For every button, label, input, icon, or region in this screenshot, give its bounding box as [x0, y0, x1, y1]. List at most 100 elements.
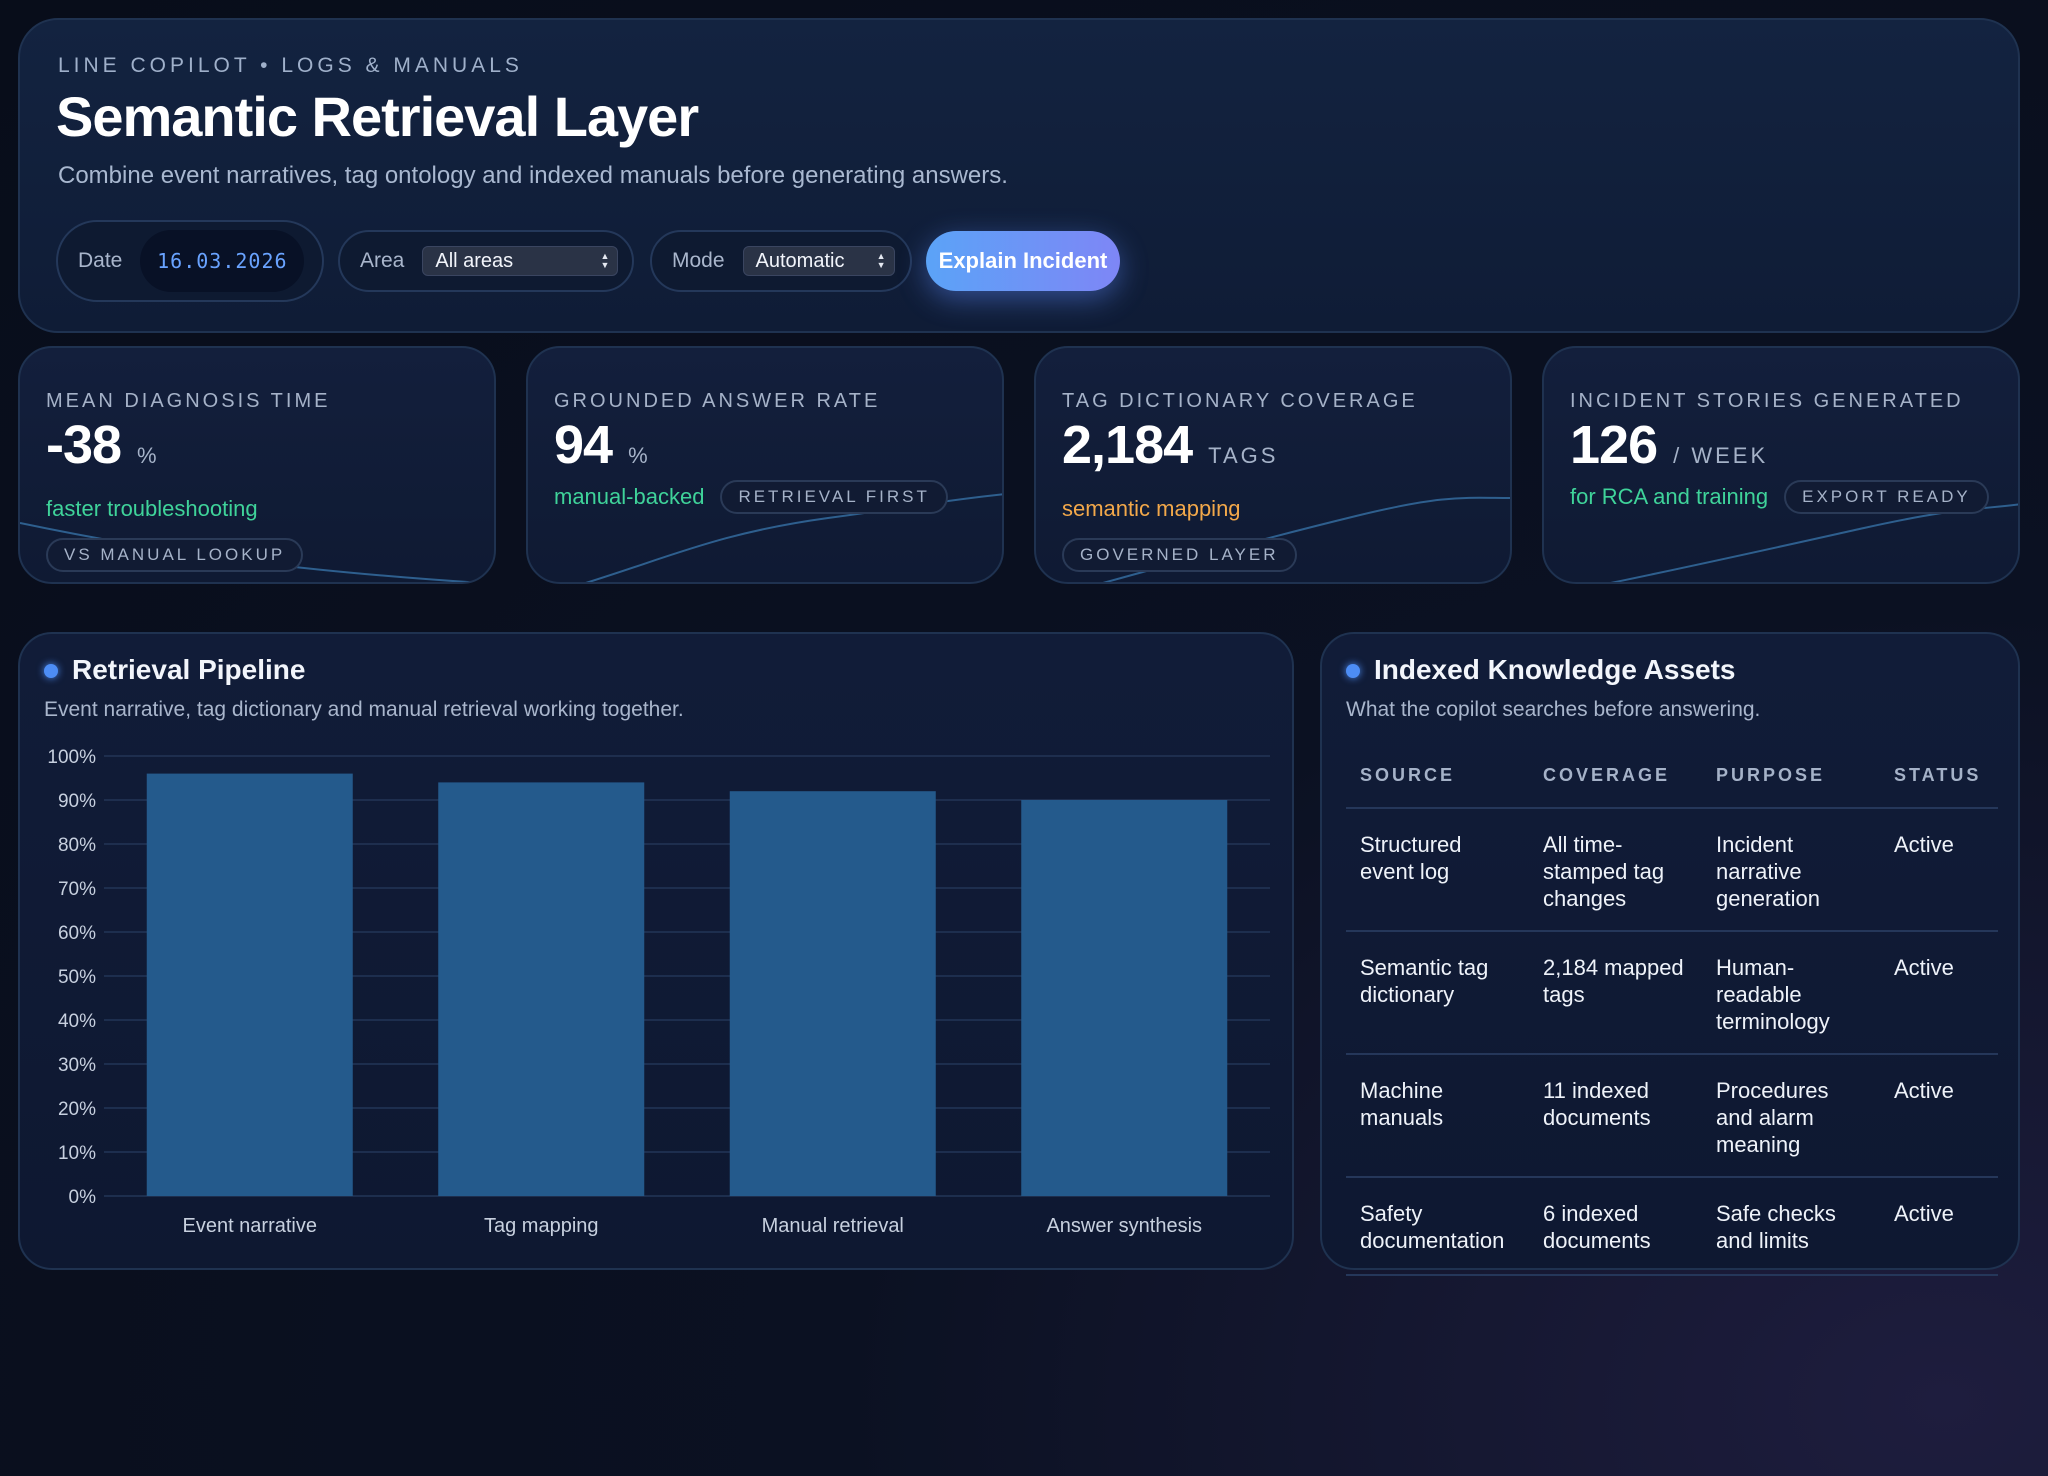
mode-select-value: Automatic — [755, 249, 845, 272]
x-tick-label: Answer synthesis — [1046, 1215, 1202, 1237]
kpi-note: faster troubleshooting — [46, 496, 258, 521]
sparkline-icon — [585, 493, 1002, 582]
select-arrows-icon: ▲ ▼ — [876, 251, 886, 270]
area-select-value: All areas — [435, 249, 514, 272]
kpi-note-row: for RCA and training EXPORT READY — [1570, 480, 1989, 514]
kpi-unit: / WEEK — [1673, 443, 1769, 468]
x-tick-label: Event narrative — [182, 1215, 317, 1237]
cell-status: Active — [1880, 808, 1998, 932]
cell-source: Structured event log — [1346, 808, 1529, 932]
kpi-value: -38 % — [46, 414, 160, 476]
assets-table: SOURCE COVERAGE PURPOSE STATUS Structure… — [1346, 744, 1998, 1276]
y-tick-label: 80% — [58, 835, 96, 856]
kpi-value: 126 / WEEK — [1570, 414, 1768, 476]
section-dot-icon — [44, 664, 58, 678]
eyebrow: LINE COPILOT • LOGS & MANUALS — [58, 54, 523, 77]
area-filter: Area All areas ▲ ▼ — [338, 230, 634, 292]
kpi-tag: RETRIEVAL FIRST — [720, 480, 948, 514]
table-row: Safety documentation 6 indexed documents… — [1346, 1177, 1998, 1276]
kpi-label: TAG DICTIONARY COVERAGE — [1062, 390, 1418, 412]
y-tick-label: 70% — [58, 879, 96, 900]
kpi-tag: EXPORT READY — [1784, 480, 1989, 514]
kpi-number: 126 — [1570, 415, 1658, 475]
select-arrows-icon: ▲ ▼ — [600, 251, 610, 270]
y-tick-label: 60% — [58, 923, 96, 944]
kpi-value: 2,184 TAGS — [1062, 414, 1278, 476]
cell-coverage: 6 indexed documents — [1529, 1177, 1702, 1276]
column-header: STATUS — [1880, 744, 1998, 809]
kpi-card-grounded-rate: GROUNDED ANSWER RATE 94 % manual-backed … — [526, 346, 1004, 584]
cell-coverage: All time-stamped tag changes — [1529, 808, 1702, 932]
date-filter: Date 16.03.2026 — [56, 220, 324, 302]
page-title: Semantic Retrieval Layer — [56, 85, 699, 148]
table-header-row: SOURCE COVERAGE PURPOSE STATUS — [1346, 744, 1998, 809]
kpi-value: 94 % — [554, 414, 651, 476]
kpi-unit: % — [628, 443, 651, 468]
cell-purpose: Human-readable terminology — [1702, 931, 1880, 1055]
x-tick-label: Tag mapping — [484, 1215, 599, 1237]
y-tick-label: 30% — [58, 1055, 96, 1076]
section-subtitle: What the copilot searches before answeri… — [1346, 698, 1761, 721]
cell-purpose: Incident narrative generation — [1702, 808, 1880, 932]
x-tick-label: Manual retrieval — [762, 1215, 904, 1237]
column-header: PURPOSE — [1702, 744, 1880, 809]
kpi-card-tag-coverage: TAG DICTIONARY COVERAGE 2,184 TAGS seman… — [1034, 346, 1512, 584]
kpi-unit: TAGS — [1208, 443, 1279, 468]
bar[interactable] — [146, 773, 353, 1196]
kpi-card-diagnosis-time: MEAN DIAGNOSIS TIME -38 % faster trouble… — [18, 346, 496, 584]
kpi-unit: % — [137, 443, 160, 468]
kpi-tag: VS MANUAL LOOKUP — [46, 538, 304, 572]
y-tick-label: 100% — [47, 747, 96, 768]
kpi-number: 2,184 — [1062, 415, 1193, 475]
section-title: Indexed Knowledge Assets — [1374, 654, 1736, 685]
cell-status: Active — [1880, 931, 1998, 1055]
kpi-label: GROUNDED ANSWER RATE — [554, 390, 881, 412]
y-tick-label: 0% — [69, 1187, 97, 1208]
kpi-note: manual-backed — [554, 484, 705, 509]
kpi-label: INCIDENT STORIES GENERATED — [1570, 390, 1964, 412]
date-input[interactable]: 16.03.2026 — [140, 230, 305, 292]
mode-label: Mode — [672, 249, 725, 272]
retrieval-pipeline-panel: Retrieval Pipeline Event narrative, tag … — [18, 632, 1294, 1270]
y-tick-label: 40% — [58, 1011, 96, 1032]
y-tick-label: 20% — [58, 1099, 96, 1120]
cell-purpose: Safe checks and limits — [1702, 1177, 1880, 1276]
table-row: Machine manuals 11 indexed documents Pro… — [1346, 1054, 1998, 1178]
cell-source: Semantic tag dictionary — [1346, 931, 1529, 1055]
y-tick-label: 10% — [58, 1143, 96, 1164]
kpi-number: -38 — [46, 415, 122, 475]
cell-source: Safety documentation — [1346, 1177, 1529, 1276]
cell-purpose: Procedures and alarm meaning — [1702, 1054, 1880, 1178]
table-row: Semantic tag dictionary 2,184 mapped tag… — [1346, 931, 1998, 1055]
table-row: Structured event log All time-stamped ta… — [1346, 808, 1998, 932]
page-subtitle: Combine event narratives, tag ontology a… — [58, 162, 1008, 189]
cell-coverage: 2,184 mapped tags — [1529, 931, 1702, 1055]
kpi-tag: GOVERNED LAYER — [1062, 538, 1297, 572]
mode-filter: Mode Automatic ▲ ▼ — [650, 230, 912, 292]
bar[interactable] — [1021, 800, 1228, 1196]
area-label: Area — [360, 249, 405, 272]
explain-incident-button[interactable]: Explain Incident — [926, 231, 1120, 291]
knowledge-assets-panel: Indexed Knowledge Assets What the copilo… — [1320, 632, 2020, 1276]
mode-select[interactable]: Automatic ▲ ▼ — [742, 246, 895, 276]
cell-coverage: 11 indexed documents — [1529, 1054, 1702, 1178]
kpi-note: for RCA and training — [1570, 484, 1769, 509]
bar[interactable] — [438, 782, 645, 1196]
area-select[interactable]: All areas ▲ ▼ — [422, 246, 619, 276]
kpi-number: 94 — [554, 415, 613, 475]
section-dot-icon — [1346, 664, 1360, 678]
kpi-card-incident-stories: INCIDENT STORIES GENERATED 126 / WEEK fo… — [1542, 346, 2020, 584]
cell-source: Machine manuals — [1346, 1054, 1529, 1178]
bar[interactable] — [729, 791, 936, 1196]
kpi-note: semantic mapping — [1062, 496, 1241, 521]
kpi-note-row: manual-backed RETRIEVAL FIRST — [554, 480, 948, 514]
column-header: COVERAGE — [1529, 744, 1702, 809]
cell-status: Active — [1880, 1054, 1998, 1178]
column-header: SOURCE — [1346, 744, 1529, 809]
y-tick-label: 50% — [58, 967, 96, 988]
y-tick-label: 90% — [58, 791, 96, 812]
date-label: Date — [78, 249, 123, 272]
section-title: Retrieval Pipeline — [72, 654, 306, 685]
header-panel: LINE COPILOT • LOGS & MANUALS Semantic R… — [18, 18, 2020, 333]
bar-chart: 0% 10% 20% 30% 40% 50% 60% 70% 80% 90% 100% Event n… — [47, 747, 1270, 1237]
